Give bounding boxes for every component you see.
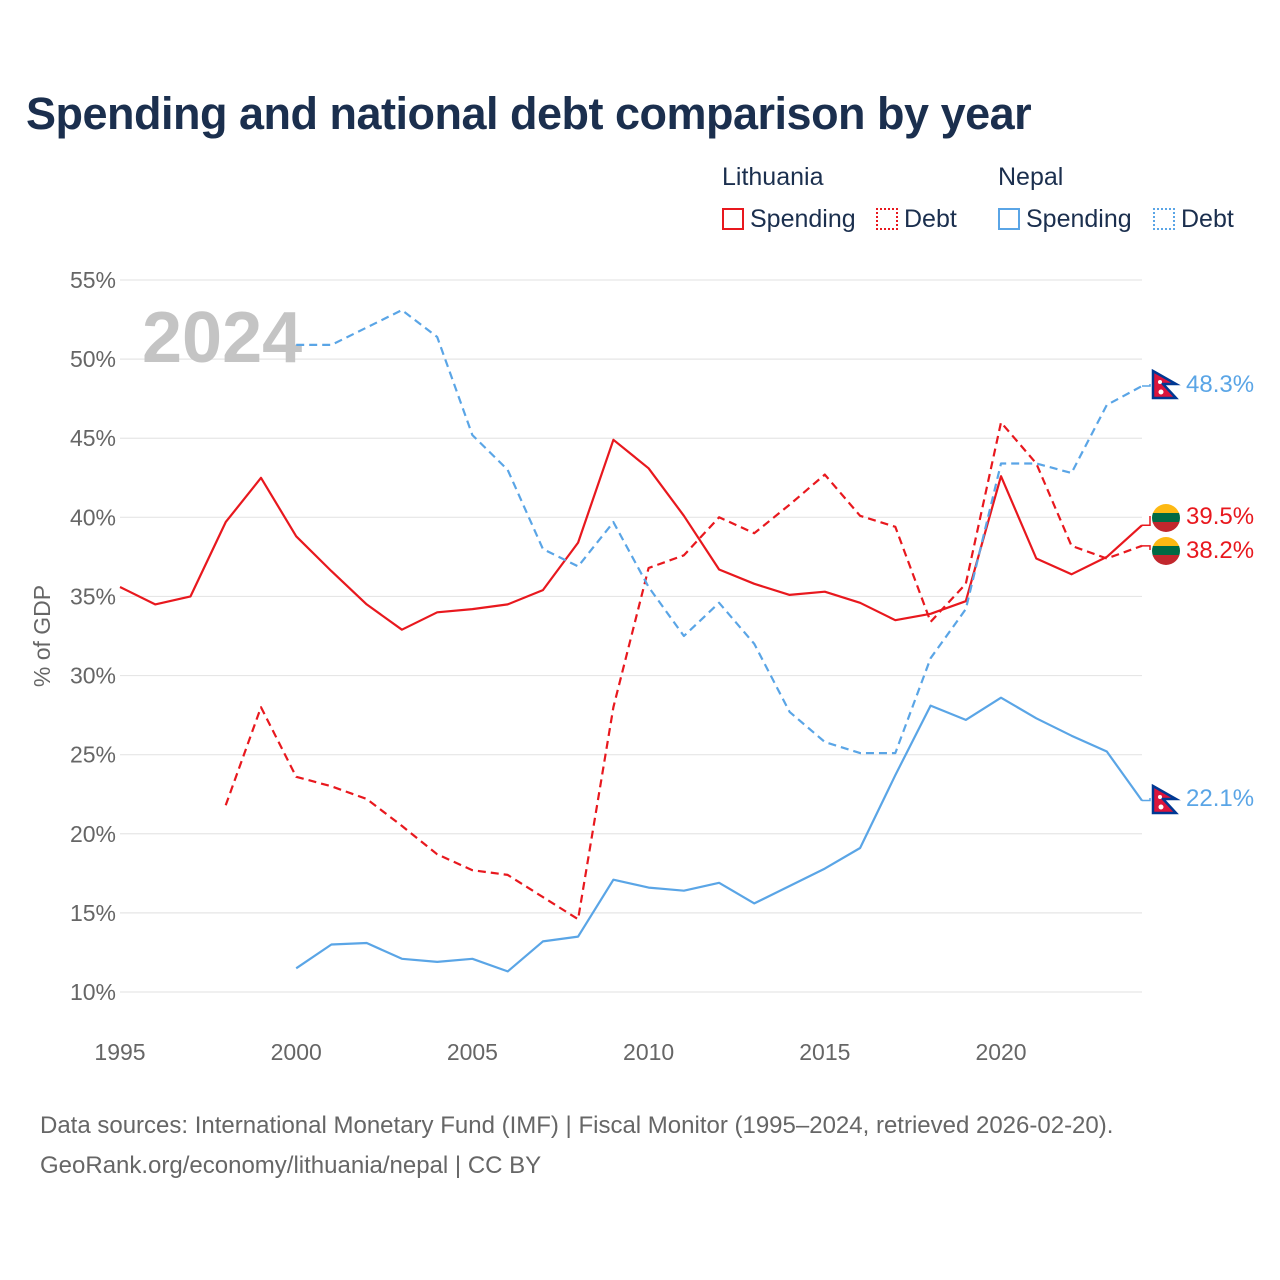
- x-tick-label: 2000: [271, 1039, 322, 1065]
- line-chart: 2024 10% 15% 20% 25% 30% 35% 40% 45% 50% 55% 1995 2…: [29, 267, 1254, 1065]
- series-line-lithuania-debt[interactable]: [224, 421, 1143, 921]
- series-line-lithuania-spending[interactable]: [119, 438, 1143, 631]
- y-tick-label: 25%: [70, 742, 116, 768]
- x-tick-label: 1995: [94, 1039, 145, 1065]
- y-axis-title: % of GDP: [29, 585, 55, 687]
- x-tick-label: 2010: [623, 1039, 674, 1065]
- end-label-connector: [1142, 545, 1151, 550]
- nepal-flag-icon: [1151, 783, 1181, 815]
- end-value-label: 22.1%: [1186, 785, 1254, 812]
- x-tick-label: 2020: [975, 1039, 1026, 1065]
- y-tick-label: 30%: [70, 663, 116, 689]
- data-source-note: Data sources: International Monetary Fun…: [40, 1112, 1114, 1139]
- end-label-connector: [1142, 798, 1151, 802]
- y-tick-label: 50%: [70, 346, 116, 372]
- series-line-nepal-debt[interactable]: [296, 309, 1143, 755]
- y-tick-label: 40%: [70, 504, 116, 530]
- series-line-nepal-spending[interactable]: [295, 696, 1143, 973]
- lithuania-flag-icon: [1152, 504, 1180, 532]
- y-tick-label: 20%: [70, 821, 116, 847]
- end-label-connector: [1142, 384, 1151, 387]
- y-tick-label: 55%: [70, 267, 116, 293]
- y-tick-label: 45%: [70, 425, 116, 451]
- end-label-connector: [1142, 516, 1151, 526]
- x-tick-label: 2005: [447, 1039, 498, 1065]
- y-tick-label: 15%: [70, 900, 116, 926]
- nepal-flag-icon: [1151, 368, 1181, 400]
- x-tick-label: 2015: [799, 1039, 850, 1065]
- year-watermark: 2024: [142, 298, 302, 378]
- footer: Data sources: International Monetary Fun…: [40, 1106, 1113, 1186]
- chart-title: Spending and national debt comparison by…: [26, 88, 1032, 139]
- lithuania-flag-icon: [1152, 537, 1180, 565]
- end-value-label: 39.5%: [1186, 503, 1254, 530]
- y-tick-label: 10%: [70, 979, 116, 1005]
- y-tick-label: 35%: [70, 583, 116, 609]
- end-value-label: 38.2%: [1186, 537, 1254, 564]
- end-value-label: 48.3%: [1186, 371, 1254, 398]
- attribution-link[interactable]: GeoRank.org/economy/lithuania/nepal | CC…: [40, 1152, 542, 1179]
